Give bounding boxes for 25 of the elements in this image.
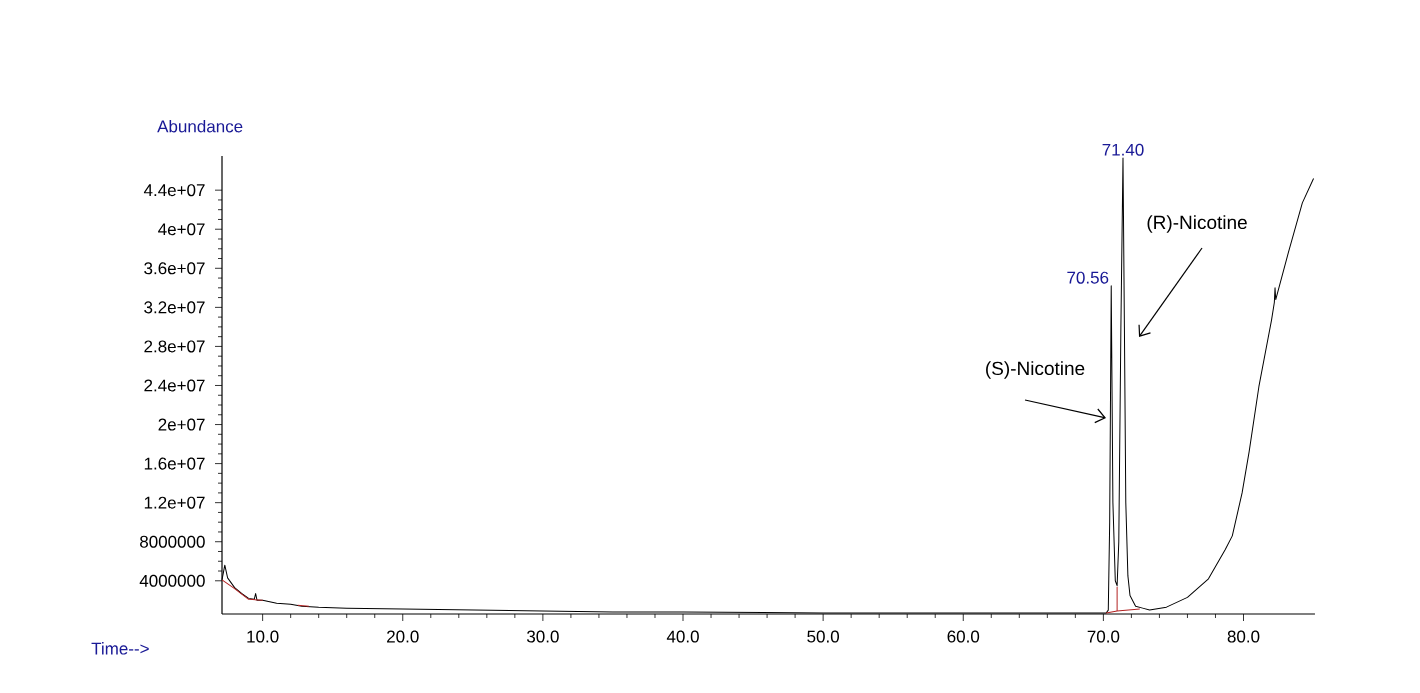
y-tick-label: 1.6e+07: [144, 457, 205, 470]
y-tick-label: 4e+07: [158, 223, 205, 236]
annotation: (R)-Nicotine: [1147, 215, 1247, 233]
y-tick-label: 4000000: [139, 574, 205, 587]
x-tick-label: 30.0: [526, 630, 559, 643]
y-tick-label: 2e+07: [158, 418, 205, 431]
y-tick-label: 8000000: [140, 535, 205, 548]
y-tick-label: 3.6e+07: [144, 262, 205, 275]
annotation: 71.40: [1102, 143, 1144, 156]
y-tick-label: 3.2e+07: [144, 301, 205, 314]
x-tick-label: 40.0: [666, 630, 699, 643]
annotation: (S)-Nicotine: [986, 361, 1085, 379]
x-tick-label: 10.0: [247, 630, 279, 643]
x-axis-title: Time-->: [91, 642, 149, 655]
y-tick-label: 2.4e+07: [144, 379, 205, 392]
y-tick-label: 1.2e+07: [144, 496, 205, 509]
annotation: 70.56: [1067, 271, 1109, 284]
x-tick-label: 70.0: [1087, 630, 1120, 643]
x-tick-label: 60.0: [947, 630, 980, 643]
x-tick-label: 80.0: [1227, 630, 1260, 643]
y-tick-label: 4.4e+07: [143, 184, 205, 197]
y-axis-title: Abundance: [157, 119, 243, 133]
x-tick-label: 50.0: [807, 630, 840, 643]
x-tick-label: 20.0: [387, 630, 419, 643]
y-tick-label: 2.8e+07: [144, 340, 205, 353]
